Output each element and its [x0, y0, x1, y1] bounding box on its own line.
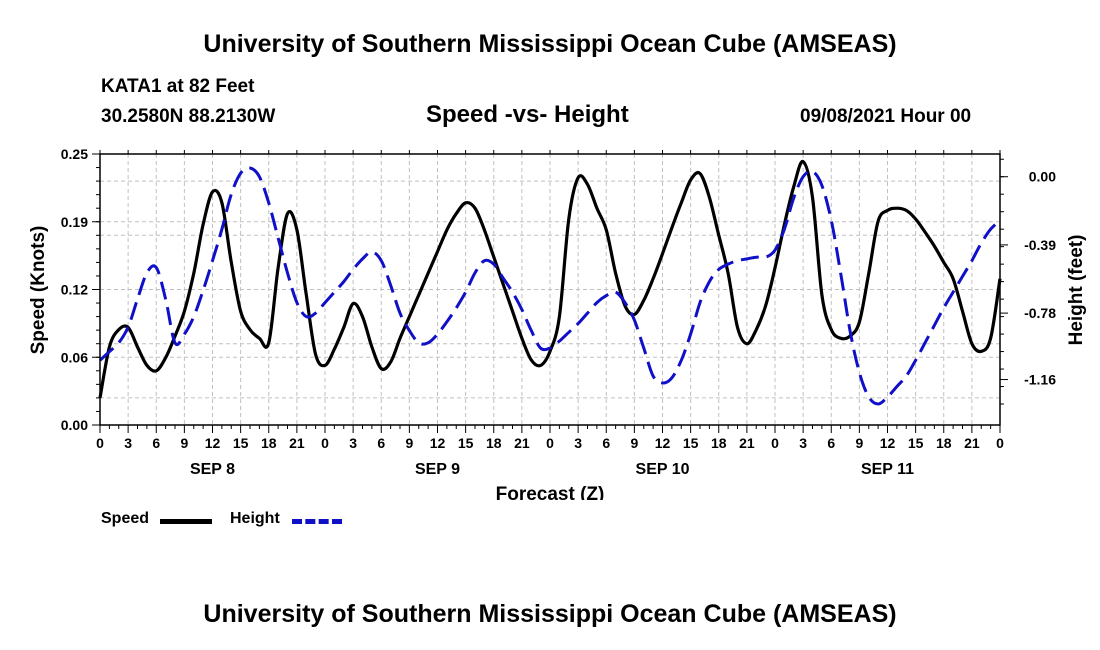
station-coords: 30.2580N 88.2130W — [101, 106, 276, 127]
x-tick-label: 6 — [602, 435, 610, 451]
station-label: KATA1 at 82 Feet — [101, 76, 255, 97]
legend-height-label: Height — [230, 510, 280, 527]
x-tick-label: 0 — [321, 435, 329, 451]
page-title-top: University of Southern Mississippi Ocean… — [203, 30, 897, 58]
y2-tick-label: 0.00 — [1029, 169, 1056, 185]
speed-height-chart: 0 3 6 9 12 15 18 21 0 3 6 9 12 15 18 21 0 3 6 9 12 15 18 21 0 3 6 9… — [28, 146, 1087, 500]
x-day-label: SEP 9 — [415, 461, 460, 478]
x-tick-label: 21 — [289, 435, 305, 451]
x-tick-label: 6 — [377, 435, 385, 451]
x-tick-label: 6 — [827, 435, 835, 451]
y2-axis-title: Height (feet) — [1066, 235, 1087, 346]
y-tick-label: 0.00 — [61, 417, 88, 433]
y2-tick-label: -0.78 — [1024, 305, 1056, 321]
height-series-line — [99, 166, 1002, 406]
grid-layer — [100, 154, 1000, 425]
x-tick-label: 9 — [180, 435, 188, 451]
x-tick-label: 9 — [405, 435, 413, 451]
x-tick-label: 0 — [546, 435, 554, 451]
y-tick-label: 0.12 — [61, 282, 88, 298]
x-tick-label: 9 — [630, 435, 638, 451]
x-tick-label: 3 — [124, 435, 132, 451]
x-tick-label: 12 — [205, 435, 221, 451]
x-tick-label: 15 — [458, 435, 474, 451]
y-tick-label: 0.19 — [61, 214, 88, 230]
forecast-datetime: 09/08/2021 Hour 00 — [800, 106, 972, 127]
x-tick-label: 21 — [514, 435, 530, 451]
x-tick-label: 15 — [233, 435, 249, 451]
x-tick-label: 0 — [996, 435, 1004, 451]
x-tick-label: 18 — [936, 435, 952, 451]
y2-tick-label: -1.16 — [1024, 372, 1056, 388]
x-day-label: SEP 10 — [636, 461, 690, 478]
chart-subtitle: Speed -vs- Height — [426, 101, 629, 128]
y-tick-label: 0.06 — [61, 349, 88, 365]
x-tick-label: 3 — [574, 435, 582, 451]
x-tick-label: 15 — [683, 435, 699, 451]
x-tick-label: 12 — [430, 435, 446, 451]
legend-height-swatch — [292, 519, 342, 524]
x-tick-label: 18 — [486, 435, 502, 451]
x-tick-label: 9 — [855, 435, 863, 451]
y-tick-label: 0.25 — [61, 146, 88, 162]
x-tick-label: 18 — [711, 435, 727, 451]
x-tick-label: 21 — [739, 435, 755, 451]
x-tick-label: 3 — [349, 435, 357, 451]
x-tick-label: 6 — [152, 435, 160, 451]
legend-speed-swatch — [160, 519, 212, 524]
x-axis-title: Forecast (Z) — [496, 484, 605, 500]
legend-speed-label: Speed — [101, 510, 150, 527]
axis-layer: 0 3 6 9 12 15 18 21 0 3 6 9 12 15 18 21 0 3 6 9 12 15 18 21 0 3 6 9… — [61, 146, 1056, 478]
y-axis-title: Speed (Knots) — [28, 226, 49, 355]
x-tick-label: 15 — [908, 435, 924, 451]
x-tick-label: 12 — [655, 435, 671, 451]
page-title-bottom: University of Southern Mississippi Ocean… — [203, 600, 897, 628]
x-day-label: SEP 8 — [190, 461, 235, 478]
y2-tick-label: -0.39 — [1024, 237, 1056, 253]
x-day-label: SEP 11 — [861, 461, 914, 478]
x-tick-label: 12 — [880, 435, 896, 451]
x-tick-label: 3 — [799, 435, 807, 451]
x-tick-label: 21 — [964, 435, 980, 451]
x-tick-label: 0 — [771, 435, 779, 451]
x-tick-label: 0 — [96, 435, 104, 451]
x-tick-label: 18 — [261, 435, 277, 451]
series-layer — [98, 160, 1002, 406]
